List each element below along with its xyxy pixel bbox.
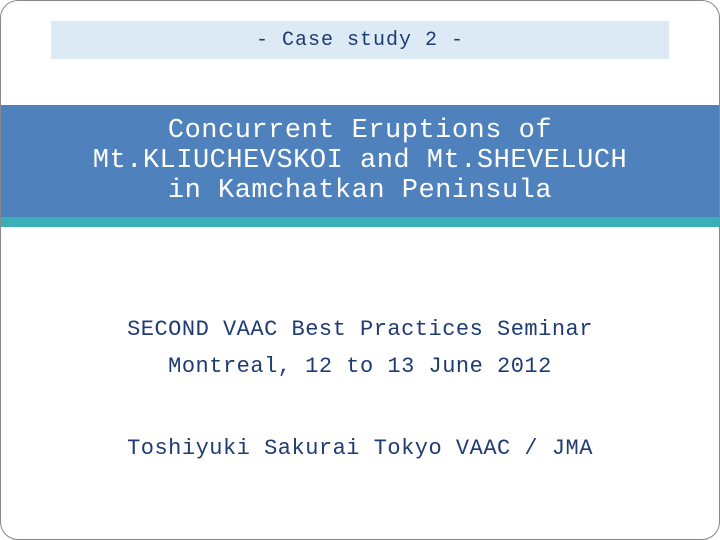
body-text: SECOND VAAC Best Practices Seminar Montr… (1, 311, 719, 511)
seminar-line-2: Montreal, 12 to 13 June 2012 (127, 348, 593, 385)
title-line-3: in Kamchatkan Peninsula (168, 176, 552, 206)
subtitle-text: - Case study 2 - (256, 29, 464, 52)
author-block: Toshiyuki Sakurai Tokyo VAAC / JMA (127, 430, 593, 467)
title-line-2: Mt.KLIUCHEVSKOI and Mt.SHEVELUCH (93, 146, 627, 176)
seminar-line-1: SECOND VAAC Best Practices Seminar (127, 311, 593, 348)
title-line-1: Concurrent Eruptions of (168, 116, 552, 146)
slide: - Case study 2 - Concurrent Eruptions of… (0, 0, 720, 540)
accent-line (1, 217, 719, 227)
subtitle-bar: - Case study 2 - (51, 21, 669, 59)
seminar-block: SECOND VAAC Best Practices Seminar Montr… (127, 311, 593, 386)
author-line: Toshiyuki Sakurai Tokyo VAAC / JMA (127, 430, 593, 467)
title-band: Concurrent Eruptions of Mt.KLIUCHEVSKOI … (1, 105, 719, 217)
